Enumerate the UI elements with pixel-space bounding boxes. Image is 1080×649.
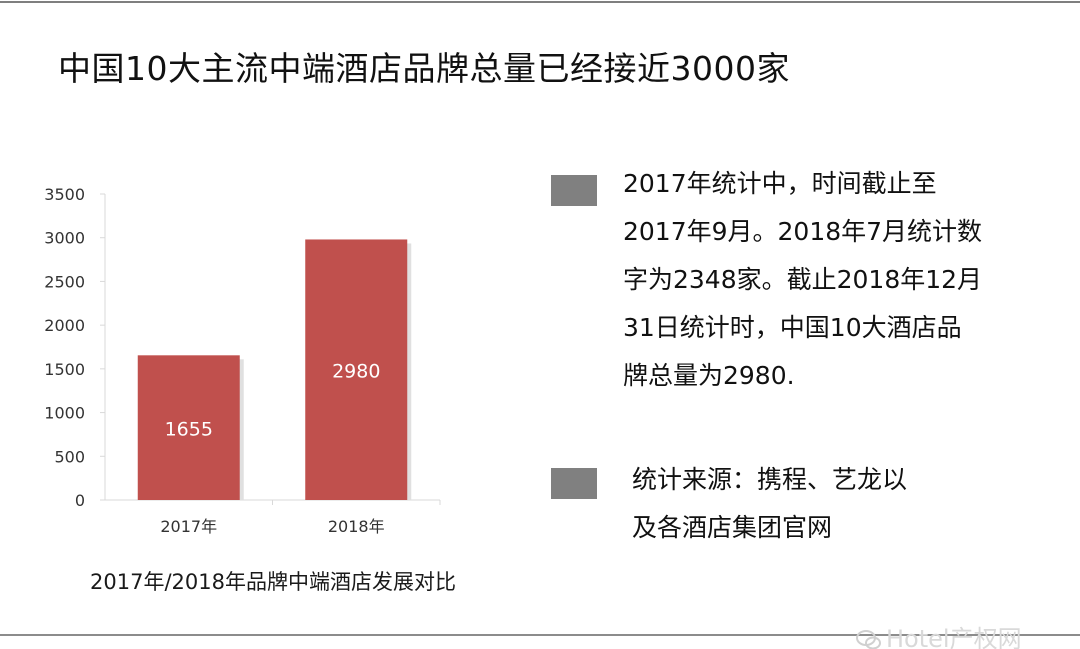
y-tick-label: 3500 [44,185,85,204]
y-tick-label: 2500 [44,272,85,291]
chart-caption: 2017年/2018年品牌中端酒店发展对比 [90,570,456,594]
slide-title: 中国10大主流中端酒店品牌总量已经接近3000家 [58,49,790,88]
bullet-line: 2017年统计中，时间截止至 [623,169,937,198]
y-tick-label: 1000 [44,404,85,423]
bullet-square [551,468,597,499]
watermark-text: Hotel产权网 [886,625,1022,649]
bullet-paragraph-stats: 2017年统计中，时间截止至 2017年9月。2018年7月统计数 字为2348… [623,160,1023,400]
y-tick-label: 0 [75,491,85,510]
data-label: 1655 [165,419,213,441]
cropped-text-fragment [622,641,822,649]
bottom-divider [0,634,1080,636]
bar-chart-svg: 0 500 1000 1500 2000 2500 3000 3500 1655 2017年 298… [44,185,441,536]
bullet-line: 牌总量为2980. [623,361,795,390]
bullet-line: 字为2348家。截止2018年12月 [623,265,983,294]
watermark: Hotel产权网 [856,619,1022,649]
bar-chart: 0 500 1000 1500 2000 2500 3000 3500 1655 2017年 298… [30,180,460,540]
x-tick-label: 2018年 [328,517,385,536]
wechat-icon [856,630,881,649]
y-tick-label: 1500 [44,360,85,379]
bullet-line: 2017年9月。2018年7月统计数 [623,217,983,246]
y-tick-label: 3000 [44,229,85,248]
x-tick-label: 2017年 [160,517,217,536]
bar [137,355,240,500]
data-label: 2980 [332,361,380,383]
y-tick-label: 500 [54,447,85,466]
bullet-square [551,175,597,206]
y-tick-label: 2000 [44,316,85,335]
bar [305,239,408,500]
bullet-line: 统计来源：携程、艺龙以 [632,465,908,494]
bullet-line: 及各酒店集团官网 [632,513,833,542]
bullet-paragraph-source: 统计来源：携程、艺龙以 及各酒店集团官网 [632,456,962,552]
top-divider [0,1,1080,3]
bullet-line: 31日统计时，中国10大酒店品 [623,313,962,342]
